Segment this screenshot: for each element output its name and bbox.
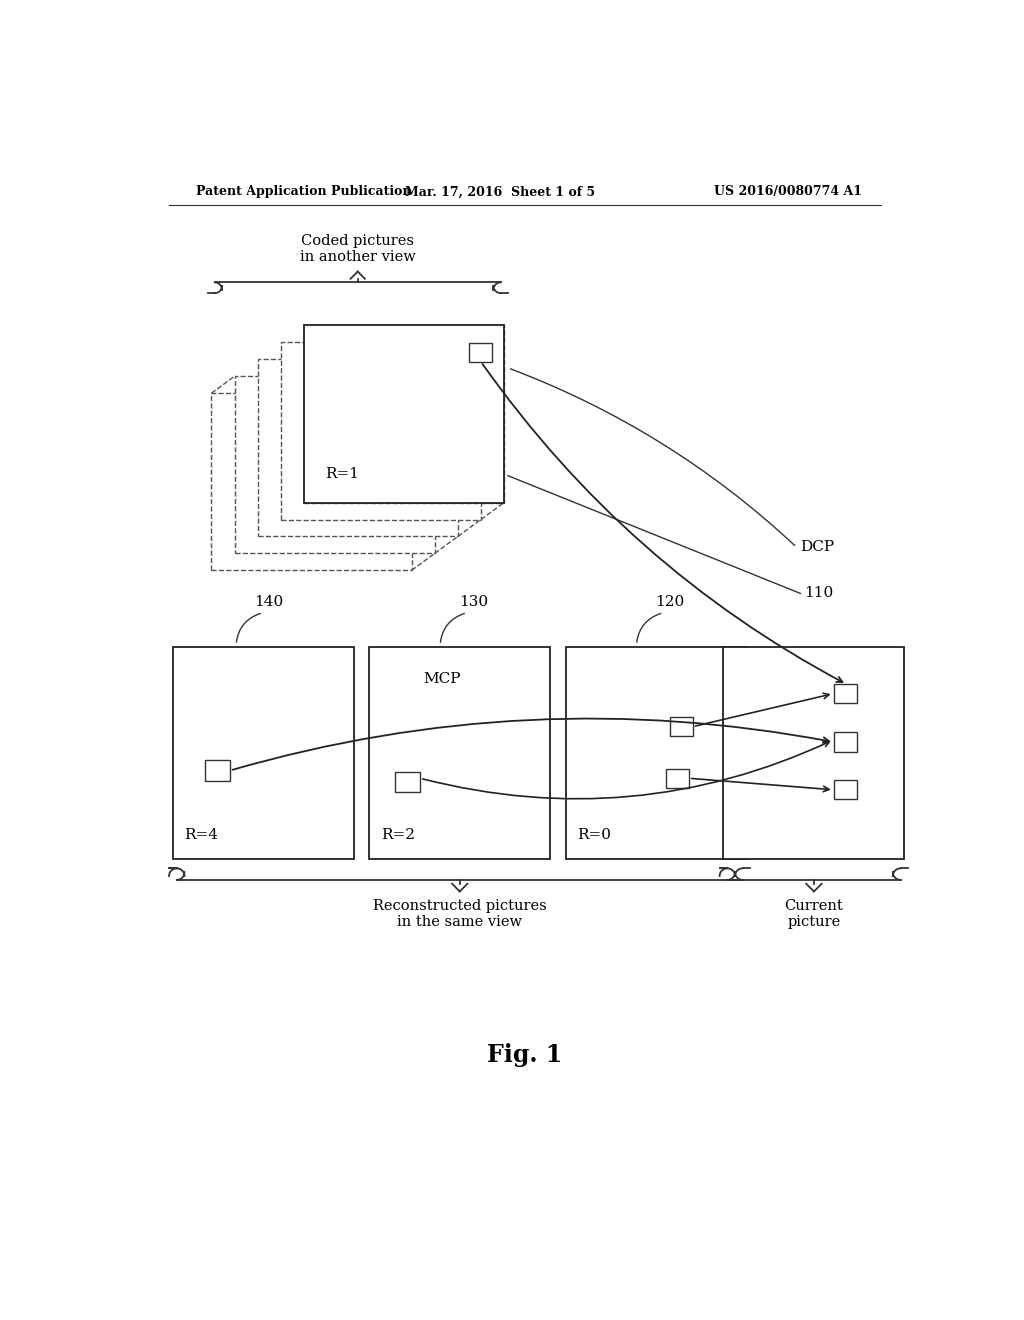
Text: 130: 130 <box>459 595 487 609</box>
Polygon shape <box>395 772 420 792</box>
Polygon shape <box>304 326 504 503</box>
Text: R=1: R=1 <box>326 467 359 480</box>
Polygon shape <box>205 760 230 781</box>
Polygon shape <box>370 647 550 859</box>
Polygon shape <box>281 342 481 520</box>
Polygon shape <box>834 780 857 800</box>
Text: Reconstructed pictures
in the same view: Reconstructed pictures in the same view <box>373 899 547 929</box>
Text: Coded pictures
in another view: Coded pictures in another view <box>300 234 416 264</box>
Text: 120: 120 <box>655 595 684 609</box>
Text: 110: 110 <box>804 586 834 601</box>
Text: US 2016/0080774 A1: US 2016/0080774 A1 <box>714 185 862 198</box>
Polygon shape <box>211 393 412 570</box>
Text: R=4: R=4 <box>184 828 218 842</box>
Text: Patent Application Publication: Patent Application Publication <box>196 185 412 198</box>
Polygon shape <box>304 326 504 503</box>
Polygon shape <box>834 733 857 751</box>
Polygon shape <box>724 647 904 859</box>
Polygon shape <box>469 343 493 362</box>
Polygon shape <box>565 647 746 859</box>
Polygon shape <box>173 647 354 859</box>
Text: 140: 140 <box>255 595 284 609</box>
Polygon shape <box>670 717 692 737</box>
Polygon shape <box>258 359 458 536</box>
Polygon shape <box>234 376 435 553</box>
Text: R=2: R=2 <box>381 828 415 842</box>
Polygon shape <box>666 768 689 788</box>
Text: Fig. 1: Fig. 1 <box>487 1043 562 1068</box>
Text: Mar. 17, 2016  Sheet 1 of 5: Mar. 17, 2016 Sheet 1 of 5 <box>406 185 595 198</box>
Text: DCP: DCP <box>801 540 835 554</box>
Text: Current
picture: Current picture <box>784 899 844 929</box>
Text: R=0: R=0 <box>578 828 611 842</box>
Polygon shape <box>834 684 857 704</box>
Text: MCP: MCP <box>423 672 461 686</box>
